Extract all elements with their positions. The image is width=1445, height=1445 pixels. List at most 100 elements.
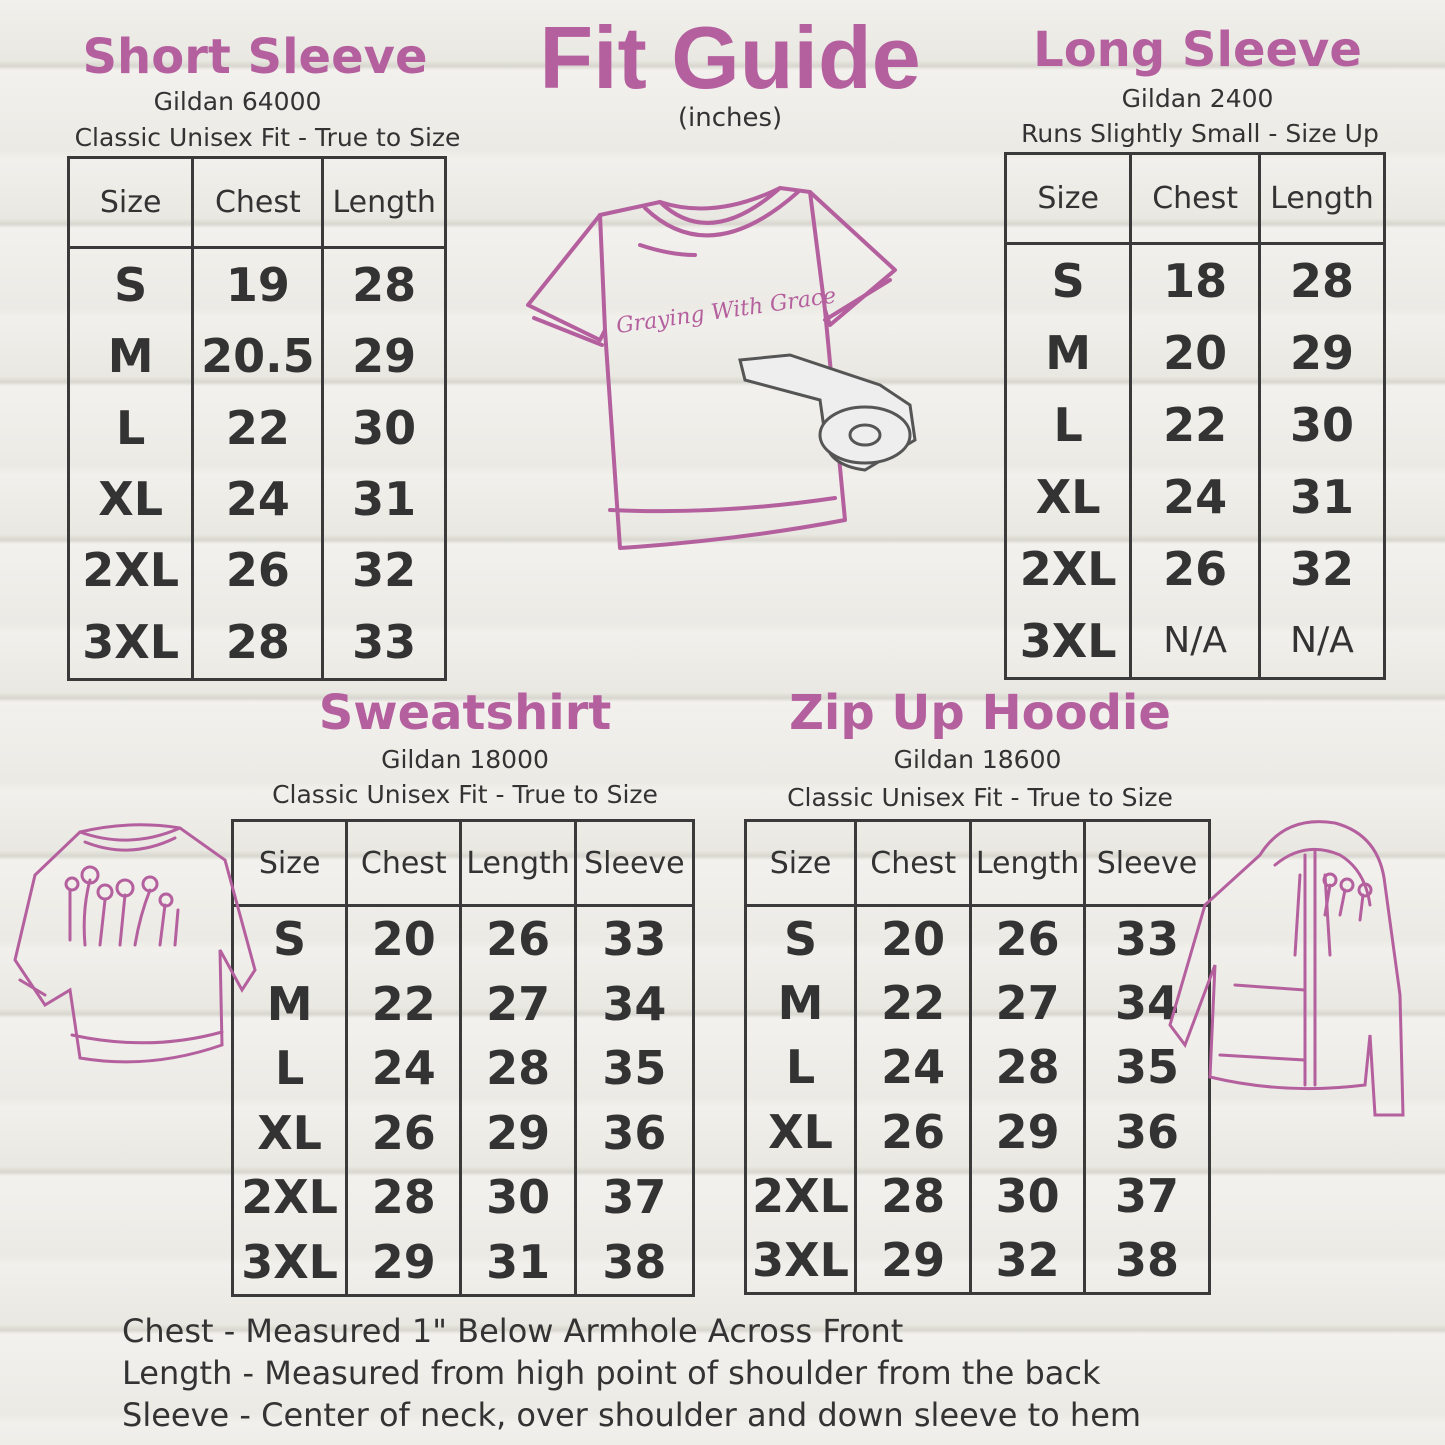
column-header-size: Size bbox=[66, 157, 193, 249]
length-cell: 33 bbox=[321, 606, 446, 680]
size-cell: S bbox=[743, 905, 856, 972]
sweatshirt-fit: Classic Unisex Fit - True to Size bbox=[272, 780, 658, 809]
length-cell: 32 bbox=[1257, 532, 1385, 605]
length-cell: 27 bbox=[969, 971, 1085, 1036]
size-cell: M bbox=[230, 971, 347, 1037]
table-row: 2XL 26 32 bbox=[66, 534, 446, 607]
short-sleeve-size-table: Size Chest Length S 19 28 M 20.5 29 L 22 30 XL 24 31 2X… bbox=[66, 156, 447, 681]
column-header-length: Length bbox=[1257, 153, 1385, 245]
long-sleeve-size-table: Size Chest Length S 18 28 M 20 29 L 22 30 XL 24 31 2XL 2… bbox=[1003, 152, 1386, 680]
table-row: S 20 26 33 bbox=[230, 905, 694, 972]
t-shirt-with-tape-measure-illustration: Graying With Grace bbox=[526, 186, 917, 550]
sleeve-cell: 36 bbox=[1082, 1099, 1210, 1164]
chest-cell: 19 bbox=[191, 247, 323, 321]
table-header-row: Size Chest Length Sleeve bbox=[743, 820, 1210, 907]
length-cell: 26 bbox=[459, 905, 576, 972]
column-header-chest: Chest bbox=[191, 157, 323, 249]
chest-cell: 24 bbox=[854, 1035, 971, 1100]
table-row: L 24 28 35 bbox=[743, 1035, 1210, 1100]
size-cell: XL bbox=[66, 463, 193, 535]
column-header-size: Size bbox=[743, 820, 856, 907]
sweatshirt-title: Sweatshirt bbox=[318, 685, 612, 741]
length-cell: 30 bbox=[1257, 389, 1385, 461]
size-cell: L bbox=[66, 392, 193, 464]
size-cell: L bbox=[1003, 389, 1131, 461]
length-cell: 29 bbox=[321, 320, 446, 393]
short-sleeve-fit: Classic Unisex Fit - True to Size bbox=[74, 123, 461, 152]
size-cell: L bbox=[230, 1036, 347, 1101]
column-header-length: Length bbox=[459, 820, 576, 907]
note-chest: Chest - Measured 1" Below Armhole Across… bbox=[122, 1312, 904, 1350]
table-row: 2XL 28 30 37 bbox=[743, 1163, 1210, 1228]
table-row: M 20 29 bbox=[1003, 317, 1385, 390]
chest-cell: 20 bbox=[345, 905, 461, 972]
zip-hoodie-with-flowers-illustration bbox=[1168, 820, 1405, 1117]
length-cell: 32 bbox=[969, 1227, 1085, 1294]
length-cell: 28 bbox=[1257, 243, 1385, 318]
length-cell: N/A bbox=[1257, 604, 1385, 679]
size-cell: 2XL bbox=[230, 1164, 347, 1230]
chest-cell: 18 bbox=[1129, 243, 1260, 318]
chest-cell: 20 bbox=[854, 905, 971, 972]
size-cell: 3XL bbox=[230, 1229, 347, 1296]
size-cell: S bbox=[1003, 243, 1131, 318]
length-cell: 29 bbox=[459, 1100, 576, 1165]
table-row: XL 24 31 bbox=[66, 463, 446, 535]
length-cell: 28 bbox=[321, 247, 446, 321]
sweatshirt-with-flowers-illustration bbox=[13, 823, 257, 1064]
table-row: 2XL 28 30 37 bbox=[230, 1164, 694, 1230]
size-cell: 2XL bbox=[1003, 532, 1131, 605]
size-cell: L bbox=[743, 1035, 856, 1100]
hoodie-title: Zip Up Hoodie bbox=[789, 685, 1171, 741]
length-cell: 29 bbox=[1257, 317, 1385, 390]
chest-cell: 26 bbox=[345, 1100, 461, 1165]
chest-cell: 24 bbox=[345, 1036, 461, 1101]
sleeve-cell: 37 bbox=[1082, 1163, 1210, 1228]
size-cell: 3XL bbox=[743, 1227, 856, 1294]
chest-cell: 20.5 bbox=[191, 320, 323, 393]
length-cell: 29 bbox=[969, 1099, 1085, 1164]
short-sleeve-title: Short Sleeve bbox=[82, 29, 428, 85]
sleeve-cell: 35 bbox=[1082, 1035, 1210, 1100]
chest-cell: 28 bbox=[345, 1164, 461, 1230]
length-cell: 26 bbox=[969, 905, 1085, 972]
column-header-length: Length bbox=[969, 820, 1085, 907]
chest-cell: 22 bbox=[191, 392, 323, 464]
length-cell: 28 bbox=[969, 1035, 1085, 1100]
chest-cell: 29 bbox=[854, 1227, 971, 1294]
chest-cell: 26 bbox=[191, 534, 323, 607]
size-cell: 2XL bbox=[66, 534, 193, 607]
table-row: 3XL 29 32 38 bbox=[743, 1227, 1210, 1294]
table-row: M 20.5 29 bbox=[66, 320, 446, 393]
table-header-row: Size Chest Length bbox=[1003, 153, 1385, 245]
column-header-sleeve: Sleeve bbox=[1082, 820, 1210, 907]
size-cell: XL bbox=[743, 1099, 856, 1164]
hoodie-size-table: Size Chest Length Sleeve S 20 26 33 M 22 27 34 L 24 28… bbox=[743, 819, 1211, 1295]
sweatshirt-model: Gildan 18000 bbox=[381, 745, 549, 774]
table-row: S 18 28 bbox=[1003, 243, 1385, 318]
column-header-chest: Chest bbox=[345, 820, 461, 907]
short-sleeve-model: Gildan 64000 bbox=[153, 87, 322, 116]
long-sleeve-title: Long Sleeve bbox=[1033, 22, 1362, 78]
page-title: Fit Guide bbox=[539, 8, 921, 107]
chest-cell: 28 bbox=[191, 606, 323, 680]
sleeve-cell: 35 bbox=[573, 1036, 694, 1101]
table-row: 2XL 26 32 bbox=[1003, 532, 1385, 605]
length-cell: 30 bbox=[969, 1163, 1085, 1228]
table-header-row: Size Chest Length Sleeve bbox=[230, 820, 694, 907]
hoodie-model: Gildan 18600 bbox=[893, 745, 1062, 774]
length-cell: 31 bbox=[459, 1229, 576, 1296]
table-row: XL 26 29 36 bbox=[230, 1100, 694, 1165]
hoodie-fit: Classic Unisex Fit - True to Size bbox=[787, 783, 1173, 812]
table-row: L 24 28 35 bbox=[230, 1036, 694, 1101]
size-cell: M bbox=[1003, 317, 1131, 390]
chest-cell: 22 bbox=[345, 971, 461, 1037]
length-cell: 27 bbox=[459, 971, 576, 1037]
sleeve-cell: 38 bbox=[1082, 1227, 1210, 1294]
size-cell: S bbox=[66, 247, 193, 321]
measurement-notes: Chest - Measured 1" Below Armhole Across… bbox=[122, 1310, 1141, 1436]
length-cell: 30 bbox=[459, 1164, 576, 1230]
length-cell: 32 bbox=[321, 534, 446, 607]
table-row: L 22 30 bbox=[66, 392, 446, 464]
chest-cell: 20 bbox=[1129, 317, 1260, 390]
